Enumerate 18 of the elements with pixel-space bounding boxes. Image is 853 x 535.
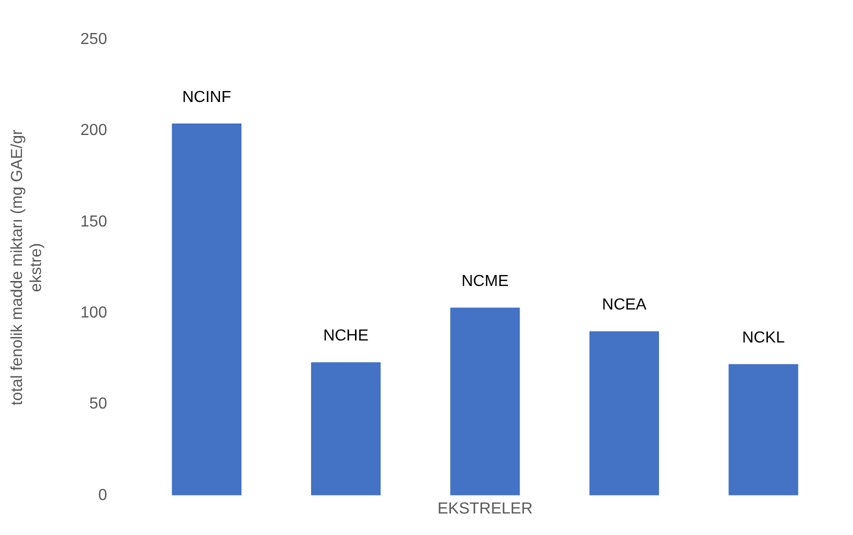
bar [728,364,798,496]
x-tick-label: NCHE [323,328,369,345]
x-axis-title: EKSTRELER [437,500,533,518]
bar [311,362,381,496]
y-tick-label: 50 [89,396,108,413]
x-tick-label: NCINF [182,88,232,106]
x-tick-label: NCME [461,273,509,290]
bar [172,123,242,496]
y-tick-label: 0 [98,486,108,504]
y-tick-label: 200 [80,122,108,140]
x-tick-label: NCKL [742,330,785,347]
y-axis-title: total fenolik madde miktarı (mg GAE/gr ekstre) [9,129,46,406]
x-tick-label: NCEA [602,296,647,314]
y-tick-label: 150 [80,213,108,230]
y-tick-label: 250 [80,31,108,48]
bar [589,331,660,496]
bar [450,308,520,496]
y-tick-label: 100 [80,304,108,322]
